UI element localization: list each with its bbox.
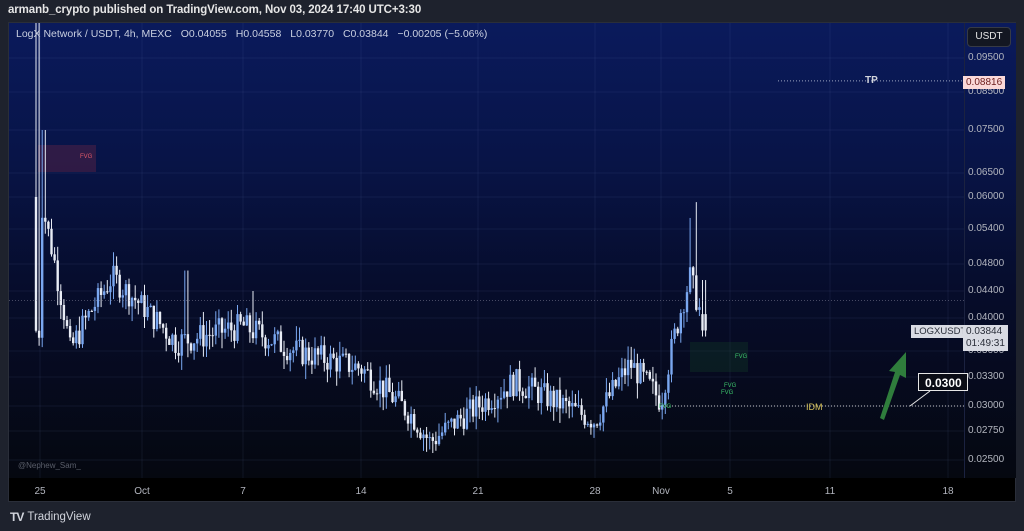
price-tick: 0.04400 bbox=[968, 285, 1005, 296]
publish-info: armanb_crypto published on TradingView.c… bbox=[8, 4, 422, 16]
price-callout[interactable]: 0.0300 bbox=[918, 373, 968, 391]
tp-price-badge: 0.08816 bbox=[963, 76, 1006, 89]
last-price: 0.03844 bbox=[966, 326, 1003, 337]
fvg-bull-label-2: FVG bbox=[724, 383, 737, 389]
price-axis[interactable] bbox=[964, 23, 1016, 478]
time-tick: 28 bbox=[589, 486, 601, 497]
price-tick: 0.05400 bbox=[968, 223, 1005, 234]
price-tick: 0.02500 bbox=[968, 454, 1005, 465]
idm-label: IDM bbox=[806, 402, 823, 412]
tp-label: TP bbox=[865, 75, 878, 86]
tradingview-logo-icon: TV bbox=[10, 510, 24, 524]
price-tick: 0.04000 bbox=[968, 312, 1005, 323]
price-tick: 0.04800 bbox=[968, 258, 1005, 269]
time-tick: Nov bbox=[652, 486, 670, 497]
time-tick: 7 bbox=[240, 486, 246, 497]
high-value: H0.04558 bbox=[235, 28, 282, 40]
price-tick: 0.03000 bbox=[968, 400, 1005, 411]
time-axis[interactable] bbox=[9, 478, 1015, 501]
close-value: C0.03844 bbox=[342, 28, 389, 40]
change-value: −0.00205 (−5.06%) bbox=[397, 28, 488, 40]
time-tick: 21 bbox=[472, 486, 484, 497]
author-watermark: @Nephew_Sam_ bbox=[18, 461, 81, 470]
price-tick: 0.07500 bbox=[968, 124, 1005, 135]
price-tick: 0.09500 bbox=[968, 52, 1005, 63]
symbol-title[interactable]: LogX Network / USDT, 4h, MEXC bbox=[16, 28, 172, 40]
time-tick: 18 bbox=[942, 486, 954, 497]
fvg-bear-label: FVG bbox=[80, 154, 93, 160]
candlestick-chart bbox=[9, 23, 964, 478]
price-tick: 0.03300 bbox=[968, 371, 1005, 382]
time-tick: 5 bbox=[727, 486, 733, 497]
price-tick: 0.06500 bbox=[968, 167, 1005, 178]
time-tick: Oct bbox=[134, 486, 150, 497]
time-tick: 14 bbox=[355, 486, 367, 497]
brand-name[interactable]: TradingView bbox=[27, 511, 91, 523]
bar-countdown: 01:49:31 bbox=[966, 338, 1005, 349]
price-tick: 0.08500 bbox=[968, 86, 1005, 97]
low-value: L0.03770 bbox=[290, 28, 335, 40]
time-tick: 11 bbox=[824, 486, 836, 497]
time-tick: 25 bbox=[34, 486, 46, 497]
fvg-bull-label-4: FVG bbox=[659, 404, 672, 410]
ohlc-legend: LogX Network / USDT, 4h, MEXC O0.04055 H… bbox=[16, 28, 493, 40]
chart-plot-area[interactable] bbox=[9, 23, 964, 478]
fvg-bull-label-3: FVG bbox=[721, 390, 734, 396]
price-tick: 0.06000 bbox=[968, 191, 1005, 202]
currency-button[interactable]: USDT bbox=[967, 27, 1011, 47]
open-value: O0.04055 bbox=[180, 28, 227, 40]
price-tick: 0.02750 bbox=[968, 425, 1005, 436]
symbol-badge: LOGXUSDT bbox=[911, 325, 970, 338]
last-price-badge: 0.03844 01:49:31 bbox=[963, 325, 1008, 351]
fvg-bull-label-1: FVG bbox=[735, 354, 748, 360]
footer: TV TradingView bbox=[10, 510, 91, 524]
